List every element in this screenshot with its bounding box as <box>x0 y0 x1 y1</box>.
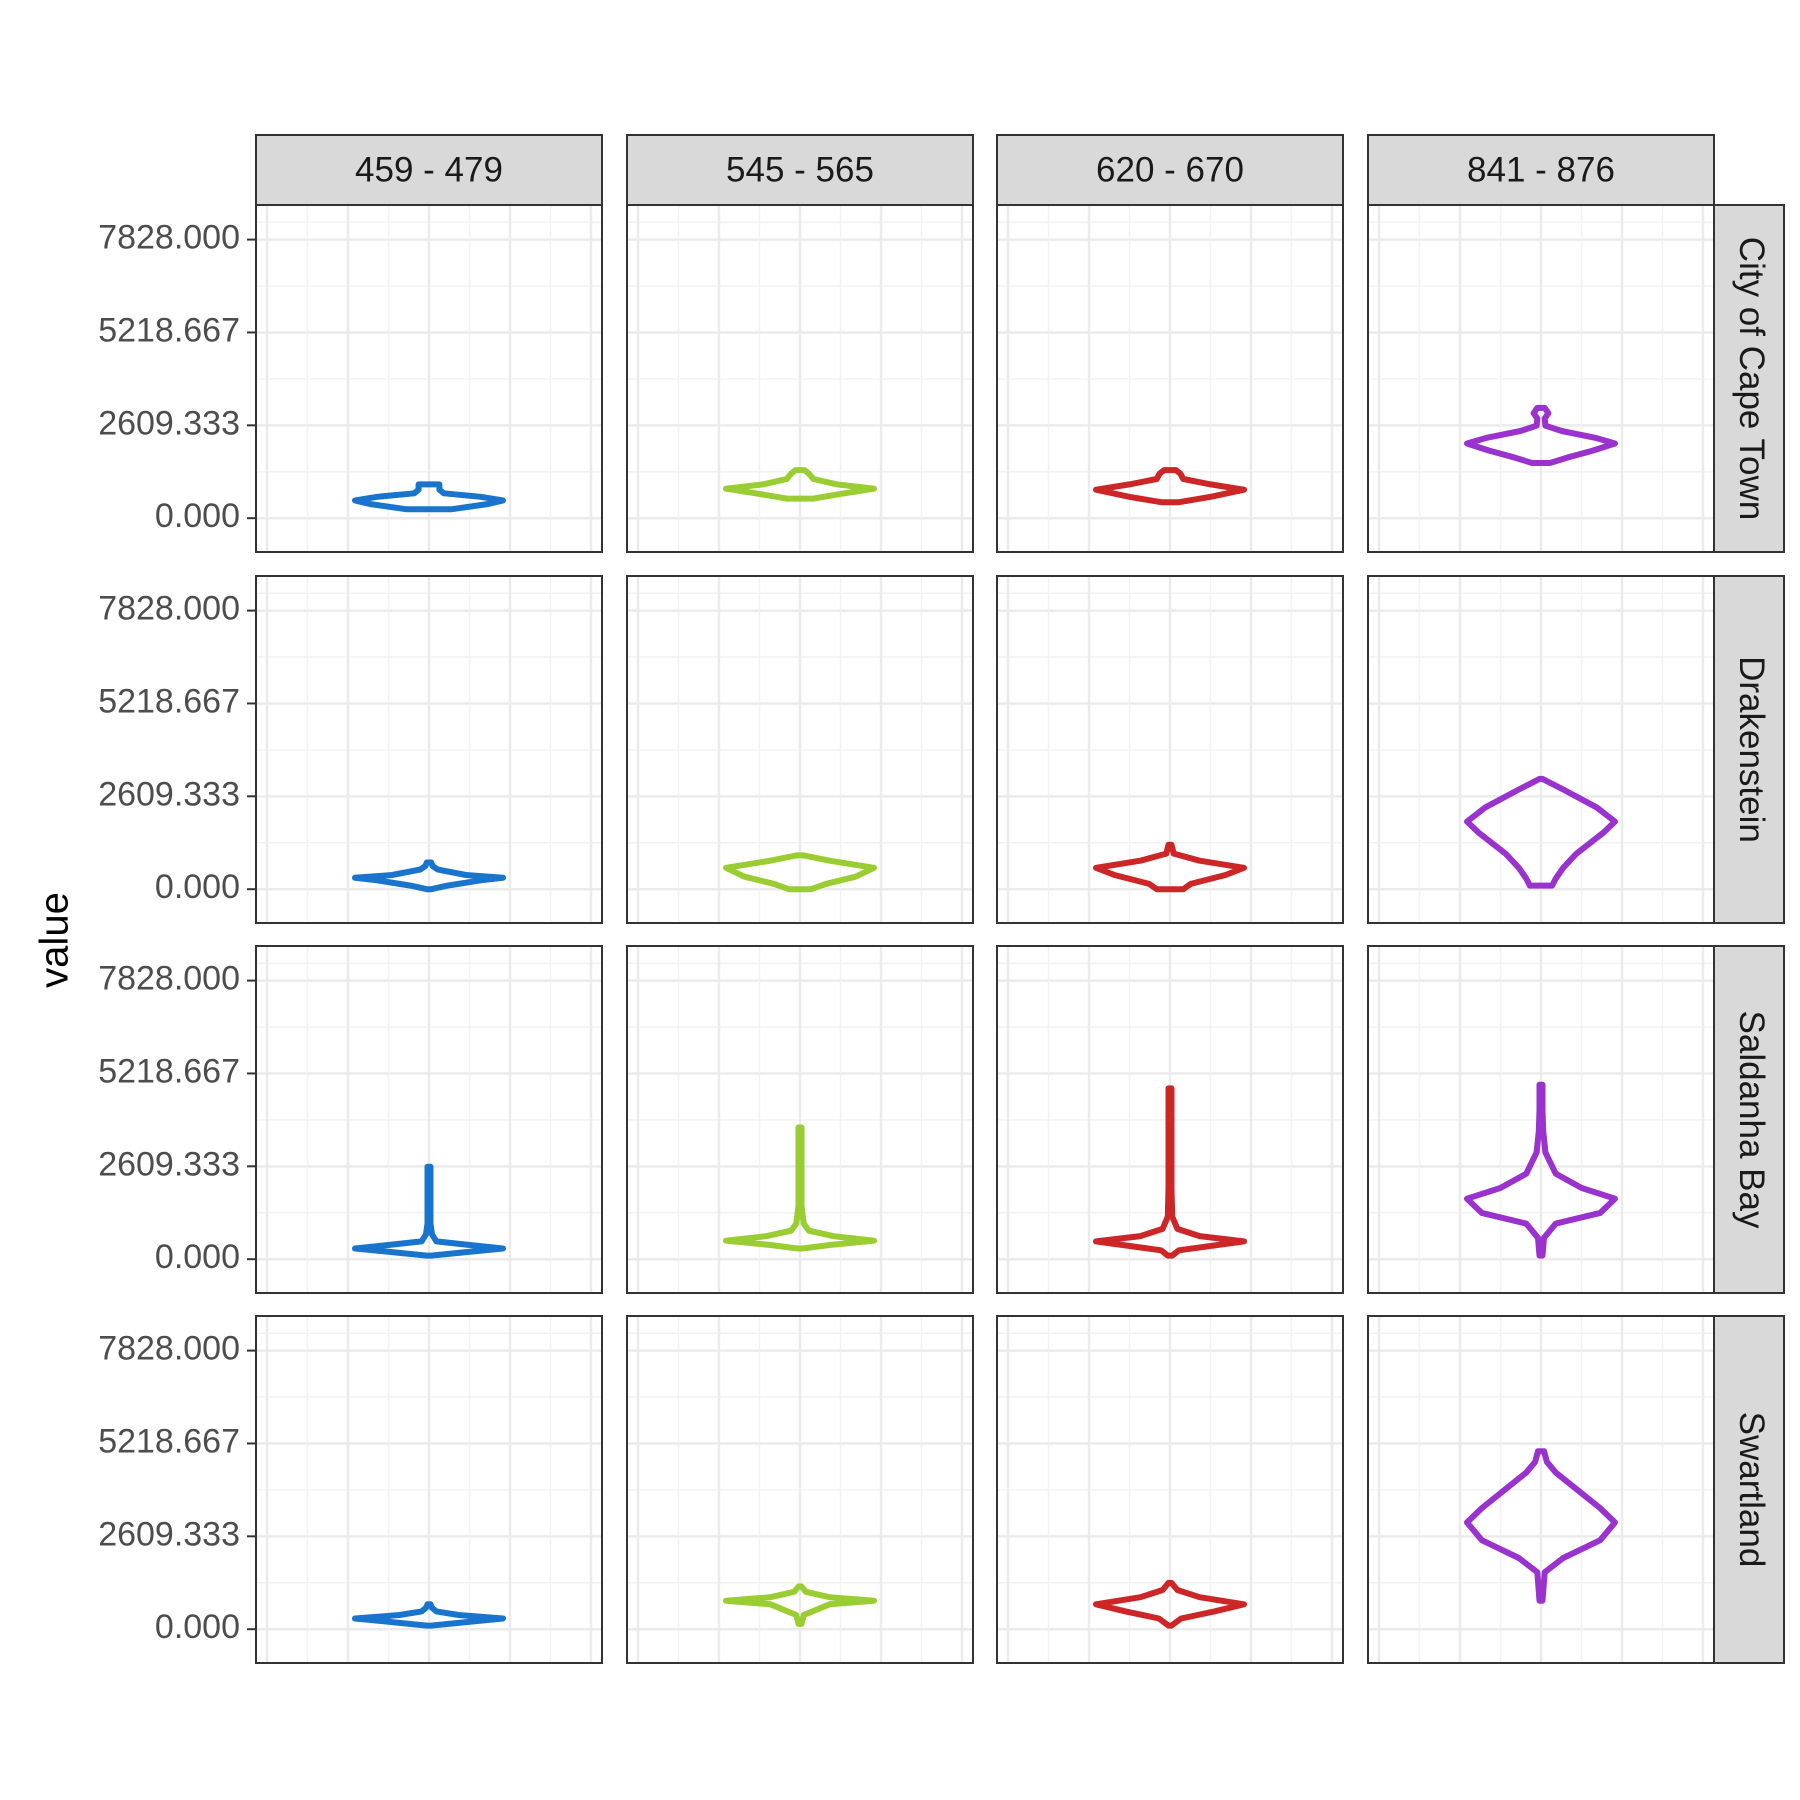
column-strip <box>626 134 974 206</box>
panel-border <box>996 945 1344 1294</box>
panel-border <box>1367 204 1715 553</box>
violin-shape <box>723 1124 877 1252</box>
y-tick-label: 7828.000 <box>98 960 240 998</box>
column-strip-label: 620 - 670 <box>1096 150 1244 189</box>
violin-shape <box>1093 841 1247 893</box>
panel-border <box>996 204 1344 553</box>
panel-border <box>626 204 974 553</box>
y-tick-label: 0.000 <box>155 1238 240 1276</box>
row-strip-label: Drakenstein <box>1732 656 1771 843</box>
violin-shape <box>352 481 506 513</box>
violin-shape <box>1464 1448 1618 1604</box>
y-tick-label: 2609.333 <box>98 1145 240 1183</box>
violin-shape <box>1464 404 1618 466</box>
y-tick-label: 7828.000 <box>98 590 240 628</box>
violin-shape <box>1464 775 1618 889</box>
row-strip <box>1713 575 1785 924</box>
y-axis-title: value <box>33 892 77 988</box>
violin-shape <box>352 1163 506 1259</box>
panel-border <box>626 945 974 1294</box>
y-tick-label: 5218.667 <box>98 1422 240 1460</box>
row-strip <box>1713 204 1785 553</box>
y-tick-label: 2609.333 <box>98 775 240 813</box>
violin-shape <box>352 859 506 893</box>
violin-shape <box>723 1583 877 1627</box>
column-strip-label: 841 - 876 <box>1467 150 1615 189</box>
panel-border <box>255 204 603 553</box>
y-tick-label: 0.000 <box>155 1608 240 1646</box>
y-tick-label: 5218.667 <box>98 311 240 349</box>
violin-shape <box>1093 1085 1247 1259</box>
panel-border <box>996 575 1344 924</box>
violin-shape <box>1093 467 1247 506</box>
panel-border <box>1367 1315 1715 1664</box>
column-strip <box>255 134 603 206</box>
y-tick-label: 7828.000 <box>98 219 240 257</box>
panel-border <box>626 1315 974 1664</box>
y-tick-label: 0.000 <box>155 497 240 535</box>
panel-border <box>1367 575 1715 924</box>
violin-shape <box>352 1601 506 1629</box>
panel-border <box>255 1315 603 1664</box>
y-tick-label: 5218.667 <box>98 1052 240 1090</box>
violin-shape <box>723 467 877 502</box>
column-strip-label: 545 - 565 <box>726 150 874 189</box>
panel-border <box>255 575 603 924</box>
y-tick-label: 0.000 <box>155 868 240 906</box>
panel-border <box>1367 945 1715 1294</box>
row-strip-label: Saldanha Bay <box>1732 1011 1771 1229</box>
violin-shape <box>1464 1081 1618 1259</box>
row-strip <box>1713 945 1785 1294</box>
panel-border <box>996 1315 1344 1664</box>
y-tick-label: 2609.333 <box>98 1515 240 1553</box>
column-strip <box>996 134 1344 206</box>
panel-border <box>626 575 974 924</box>
row-strip-label: Swartland <box>1732 1412 1771 1568</box>
y-tick-label: 5218.667 <box>98 682 240 720</box>
row-strip-label: City of Cape Town <box>1732 237 1771 520</box>
column-strip-label: 459 - 479 <box>355 150 503 189</box>
panel-border <box>255 945 603 1294</box>
panel-grid: 459 - 479 545 - 565 620 - 670 841 - 876 City… <box>98 134 1785 1664</box>
y-tick-label: 2609.333 <box>98 404 240 442</box>
y-tick-label: 7828.000 <box>98 1330 240 1368</box>
violin-shape <box>723 852 877 893</box>
violin-shape <box>1093 1579 1247 1629</box>
